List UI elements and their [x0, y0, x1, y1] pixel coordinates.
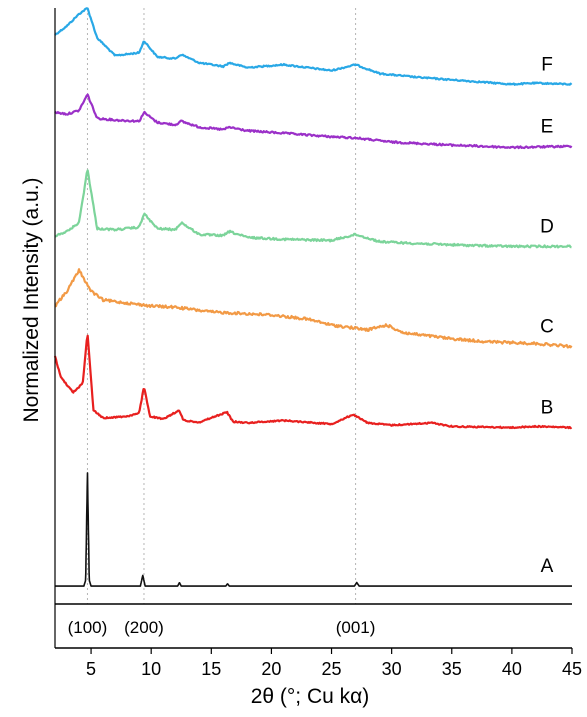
x-tick-label-30: 30 [382, 659, 402, 679]
series-line-d [54, 169, 572, 249]
series-lines [53, 7, 573, 587]
peak-labels: (100) (200) (001) [68, 618, 376, 637]
x-tick-label-40: 40 [502, 659, 522, 679]
series-labels: F E D C B A [540, 54, 554, 577]
series-label-a: A [541, 556, 554, 577]
peak-label-3: (001) [336, 618, 376, 637]
x-tick-label-35: 35 [442, 659, 462, 679]
series-line-b [53, 334, 573, 430]
plot-frame [54, 8, 572, 649]
series-line-c [54, 268, 573, 349]
series-label-b: B [541, 398, 554, 419]
x-tick-label-10: 10 [141, 659, 161, 679]
series-label-e: E [541, 116, 554, 137]
series-label-c: C [540, 317, 554, 338]
peak-guide-lines [86, 8, 357, 604]
y-axis-title: Normalized Intensity (a.u.) [20, 177, 43, 422]
x-axis-ticks: 5 10 15 20 25 30 35 40 45 [86, 648, 582, 679]
x-tick-label-5: 5 [86, 659, 96, 679]
series-label-f: F [541, 54, 553, 75]
x-axis-title: 2θ (°; Cu kα) [251, 685, 370, 708]
series-line-a [54, 472, 573, 587]
x-tick-label-45: 45 [562, 659, 582, 679]
x-tick-label-25: 25 [322, 659, 342, 679]
series-line-e [54, 93, 573, 150]
peak-label-2: (200) [124, 618, 164, 637]
peak-label-1: (100) [68, 618, 108, 637]
series-line-f [54, 7, 573, 86]
series-label-d: D [540, 216, 554, 237]
x-tick-label-15: 15 [201, 659, 221, 679]
x-tick-label-20: 20 [261, 659, 281, 679]
